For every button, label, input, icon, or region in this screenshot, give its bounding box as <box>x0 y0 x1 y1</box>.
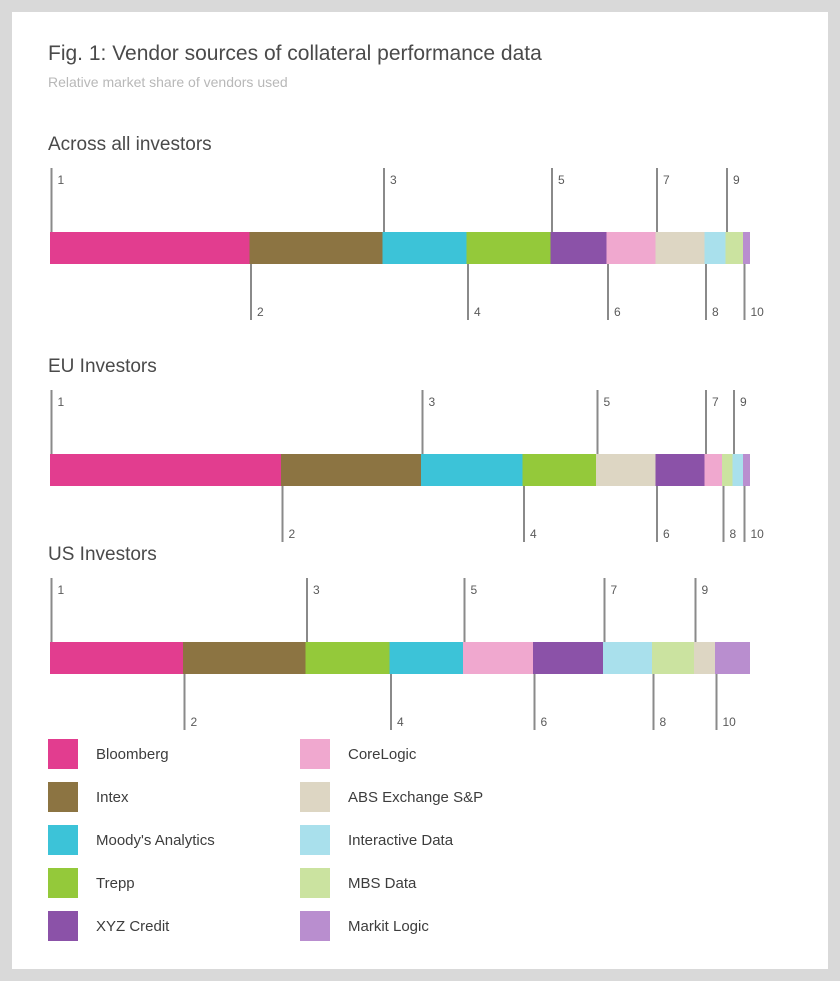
bar-segment <box>732 454 743 486</box>
bar-segment <box>694 642 715 674</box>
rank-label: 2 <box>191 715 198 729</box>
bar-segment <box>281 454 421 486</box>
bar-segment <box>722 454 733 486</box>
legend-swatch <box>300 825 330 855</box>
rank-label: 5 <box>558 173 565 187</box>
legend-label: Markit Logic <box>348 917 429 935</box>
panel-heading: EU Investors <box>48 356 157 377</box>
bar-segment <box>466 232 551 264</box>
legend-item: Moody's Analytics <box>48 825 215 855</box>
legend-item: CoreLogic <box>300 739 416 769</box>
legend-label: CoreLogic <box>348 745 417 763</box>
rank-label: 7 <box>611 583 618 597</box>
bar-segment <box>743 232 750 264</box>
legend-label: Intex <box>96 788 129 806</box>
figure-panel: Fig. 1: Vendor sources of collateral per… <box>12 12 828 969</box>
bar-segment <box>50 454 281 486</box>
legend-item: MBS Data <box>300 868 416 898</box>
rank-label: 1 <box>58 173 65 187</box>
rank-label: 3 <box>429 395 436 409</box>
rank-label: 3 <box>313 583 320 597</box>
rank-label: 4 <box>397 715 404 729</box>
rank-label: 7 <box>712 395 719 409</box>
legend-item: Intex <box>48 782 129 812</box>
bar-segment <box>533 642 603 674</box>
legend-item: Interactive Data <box>300 825 453 855</box>
rank-label: 8 <box>712 305 719 319</box>
chart-title: Fig. 1: Vendor sources of collateral per… <box>48 42 542 65</box>
rank-label: 1 <box>58 395 65 409</box>
bar-segment <box>743 454 750 486</box>
rank-label: 9 <box>733 173 740 187</box>
legend-label: Interactive Data <box>348 831 454 849</box>
rank-label: 10 <box>751 527 765 541</box>
legend-item: Trepp <box>48 868 135 898</box>
bar-segment <box>249 232 383 264</box>
legend-swatch <box>48 911 78 941</box>
bar-segment <box>603 642 652 674</box>
stacked-bar-chart: Across all investors 1 2 3 4 5 6 7 8 9 10 EU Invest… <box>48 134 765 730</box>
bar-segment <box>50 232 250 264</box>
rank-label: 6 <box>614 305 621 319</box>
rank-label: 6 <box>663 527 670 541</box>
bar-segment <box>522 454 596 486</box>
legend-label: Trepp <box>96 874 135 892</box>
bar-segment <box>305 642 390 674</box>
legend-swatch <box>300 782 330 812</box>
rank-label: 5 <box>604 395 611 409</box>
panel-heading: US Investors <box>48 544 157 565</box>
rank-label: 4 <box>474 305 481 319</box>
bar-segment <box>704 454 722 486</box>
bar-segment <box>725 232 743 264</box>
bar-segment <box>655 454 705 486</box>
bar-segment <box>715 642 750 674</box>
bar-segment <box>652 642 694 674</box>
legend-label: Bloomberg <box>96 745 169 763</box>
rank-label: 1 <box>58 583 65 597</box>
bar-segment <box>704 232 726 264</box>
bar-segment <box>421 454 523 486</box>
bar-segment <box>389 642 463 674</box>
rank-label: 8 <box>660 715 667 729</box>
rank-label: 10 <box>751 305 765 319</box>
bar-segment <box>550 232 607 264</box>
legend-item: XYZ Credit <box>48 911 169 941</box>
legend-label: MBS Data <box>348 874 417 892</box>
legend-swatch <box>48 868 78 898</box>
legend-item: ABS Exchange S&P <box>300 782 483 812</box>
rank-label: 4 <box>530 527 537 541</box>
rank-label: 10 <box>723 715 737 729</box>
legend-swatch <box>48 825 78 855</box>
bar-segment <box>596 454 656 486</box>
legend-item: Bloomberg <box>48 739 169 769</box>
bar-segment <box>606 232 656 264</box>
legend-label: Moody's Analytics <box>96 831 215 849</box>
legend-label: ABS Exchange S&P <box>348 788 484 806</box>
rank-label: 9 <box>702 583 709 597</box>
rank-label: 7 <box>663 173 670 187</box>
bar-segment <box>183 642 306 674</box>
legend-swatch <box>48 782 78 812</box>
bar-segment <box>463 642 533 674</box>
legend-label: XYZ Credit <box>96 917 170 935</box>
rank-label: 2 <box>257 305 264 319</box>
legend-swatch <box>300 911 330 941</box>
chart-legend: Bloomberg Intex Moody's Analytics Trepp XYZ … <box>48 739 808 959</box>
rank-label: 9 <box>740 395 747 409</box>
bar-segment <box>382 232 467 264</box>
panel-heading: Across all investors <box>48 134 212 155</box>
bar-segment <box>655 232 705 264</box>
rank-label: 5 <box>471 583 478 597</box>
rank-label: 3 <box>390 173 397 187</box>
legend-swatch <box>300 868 330 898</box>
chart-subtitle: Relative market share of vendors used <box>48 74 288 90</box>
legend-item: Markit Logic <box>300 911 429 941</box>
rank-label: 8 <box>730 527 737 541</box>
rank-label: 6 <box>541 715 548 729</box>
bar-segment <box>50 642 183 674</box>
legend-swatch <box>300 739 330 769</box>
legend-swatch <box>48 739 78 769</box>
rank-label: 2 <box>289 527 296 541</box>
